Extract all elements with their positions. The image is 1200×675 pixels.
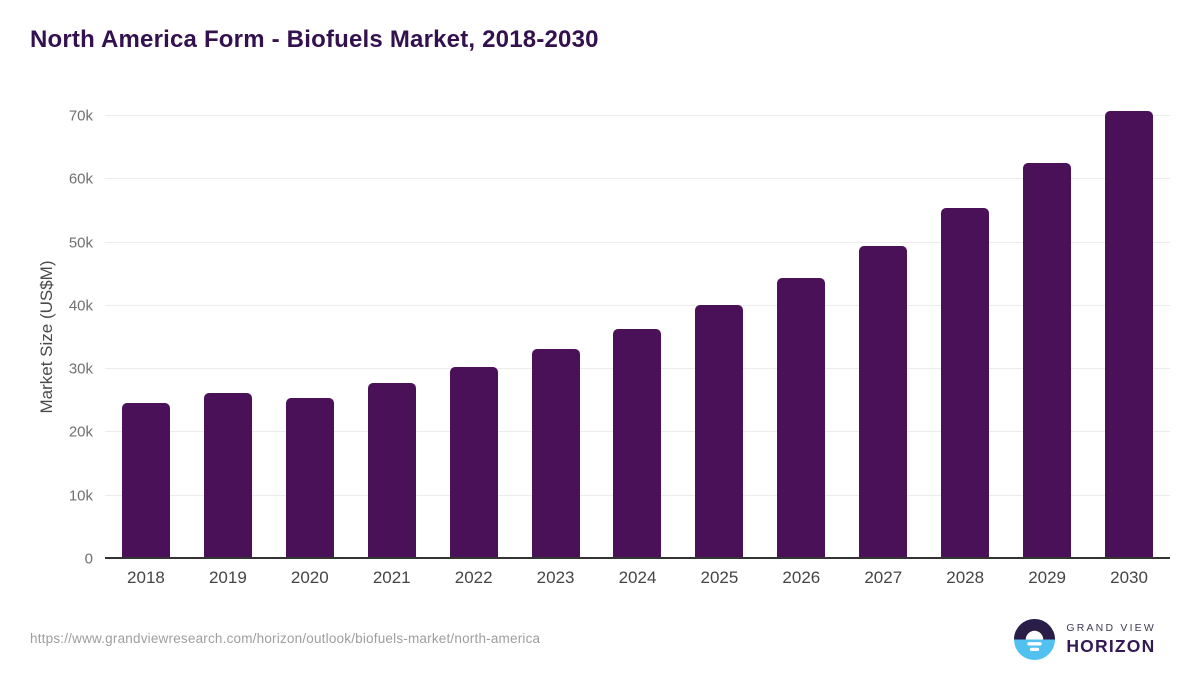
plot-area: 0 10k 20k 30k 40k 50k 60k 70k	[69, 108, 1170, 568]
bar-slot-2030	[1088, 110, 1170, 559]
bar-2029	[1023, 163, 1072, 559]
x-label-2020: 2020	[290, 568, 329, 587]
logo-horizon-label: HORIZON	[1066, 636, 1156, 656]
bar-slot-2022	[433, 116, 515, 559]
bar-2028	[941, 208, 990, 559]
y-tick-60k: 60k	[68, 170, 93, 188]
bar-slot-2025	[678, 116, 760, 559]
bar-slot-2024	[597, 116, 679, 559]
y-tick-30k: 30k	[68, 360, 93, 378]
logo-grand-view-label: GRAND VIEW	[1066, 622, 1156, 634]
bars-layer	[105, 110, 1170, 559]
bar-2018	[121, 402, 170, 559]
x-label-2018: 2018	[127, 568, 165, 587]
x-axis-line	[105, 557, 1170, 559]
y-tick-50k: 50k	[68, 234, 93, 252]
x-label-2030: 2030	[1110, 568, 1148, 587]
gridline-50k	[105, 241, 1170, 243]
y-tick-10k: 10k	[68, 487, 93, 505]
x-label-2022: 2022	[454, 568, 493, 587]
bar-slot-2021	[351, 116, 433, 559]
source-url: https://www.grandviewresearch.com/horizo…	[30, 631, 541, 646]
x-label-2027: 2027	[864, 568, 903, 587]
gridline-60k	[105, 178, 1170, 180]
y-axis-title: Market Size (US$M)	[37, 260, 56, 414]
chart-title: North America Form - Biofuels Market, 20…	[30, 26, 599, 53]
bar-2023	[531, 348, 580, 559]
bar-2020	[285, 398, 334, 559]
x-label-2019: 2019	[208, 568, 247, 587]
y-tick-20k: 20k	[68, 423, 93, 441]
x-label-2028: 2028	[946, 568, 985, 587]
bar-2021	[367, 383, 416, 559]
grand-view-horizon-logo: GRAND VIEW HORIZON	[1014, 619, 1156, 660]
x-label-2026: 2026	[782, 568, 821, 587]
bar-slot-2029	[1006, 116, 1088, 559]
bar-slot-2020	[269, 116, 351, 559]
bar-2022	[449, 366, 498, 559]
logo-text: GRAND VIEW HORIZON	[1066, 622, 1156, 657]
bar-2027	[859, 245, 908, 559]
bar-2019	[203, 392, 252, 559]
bar-2026	[777, 278, 826, 559]
bar-slot-2018	[105, 116, 187, 559]
horizon-sun-icon	[1014, 619, 1056, 660]
x-label-2021: 2021	[372, 568, 411, 587]
y-tick-40k: 40k	[68, 297, 93, 315]
bar-slot-2027	[842, 116, 924, 559]
x-label-2025: 2025	[700, 568, 739, 587]
bar-slot-2019	[187, 116, 269, 559]
bar-2030	[1105, 110, 1154, 559]
x-label-2024: 2024	[618, 568, 657, 587]
bar-slot-2028	[924, 116, 1006, 559]
bar-2025	[695, 304, 744, 559]
gridline-40k	[105, 304, 1170, 306]
bar-slot-2026	[760, 116, 842, 559]
x-label-2029: 2029	[1028, 568, 1067, 587]
y-tick-0: 0	[84, 550, 93, 568]
gridline-70k	[105, 115, 1170, 116]
bar-2024	[613, 329, 662, 559]
x-axis-labels: 2018 2019 2020 2021 2022 2023 2024 2025 2026 2027…	[105, 568, 1170, 588]
y-tick-70k: 70k	[68, 107, 93, 125]
x-label-2023: 2023	[536, 568, 575, 587]
bar-slot-2023	[515, 116, 597, 559]
